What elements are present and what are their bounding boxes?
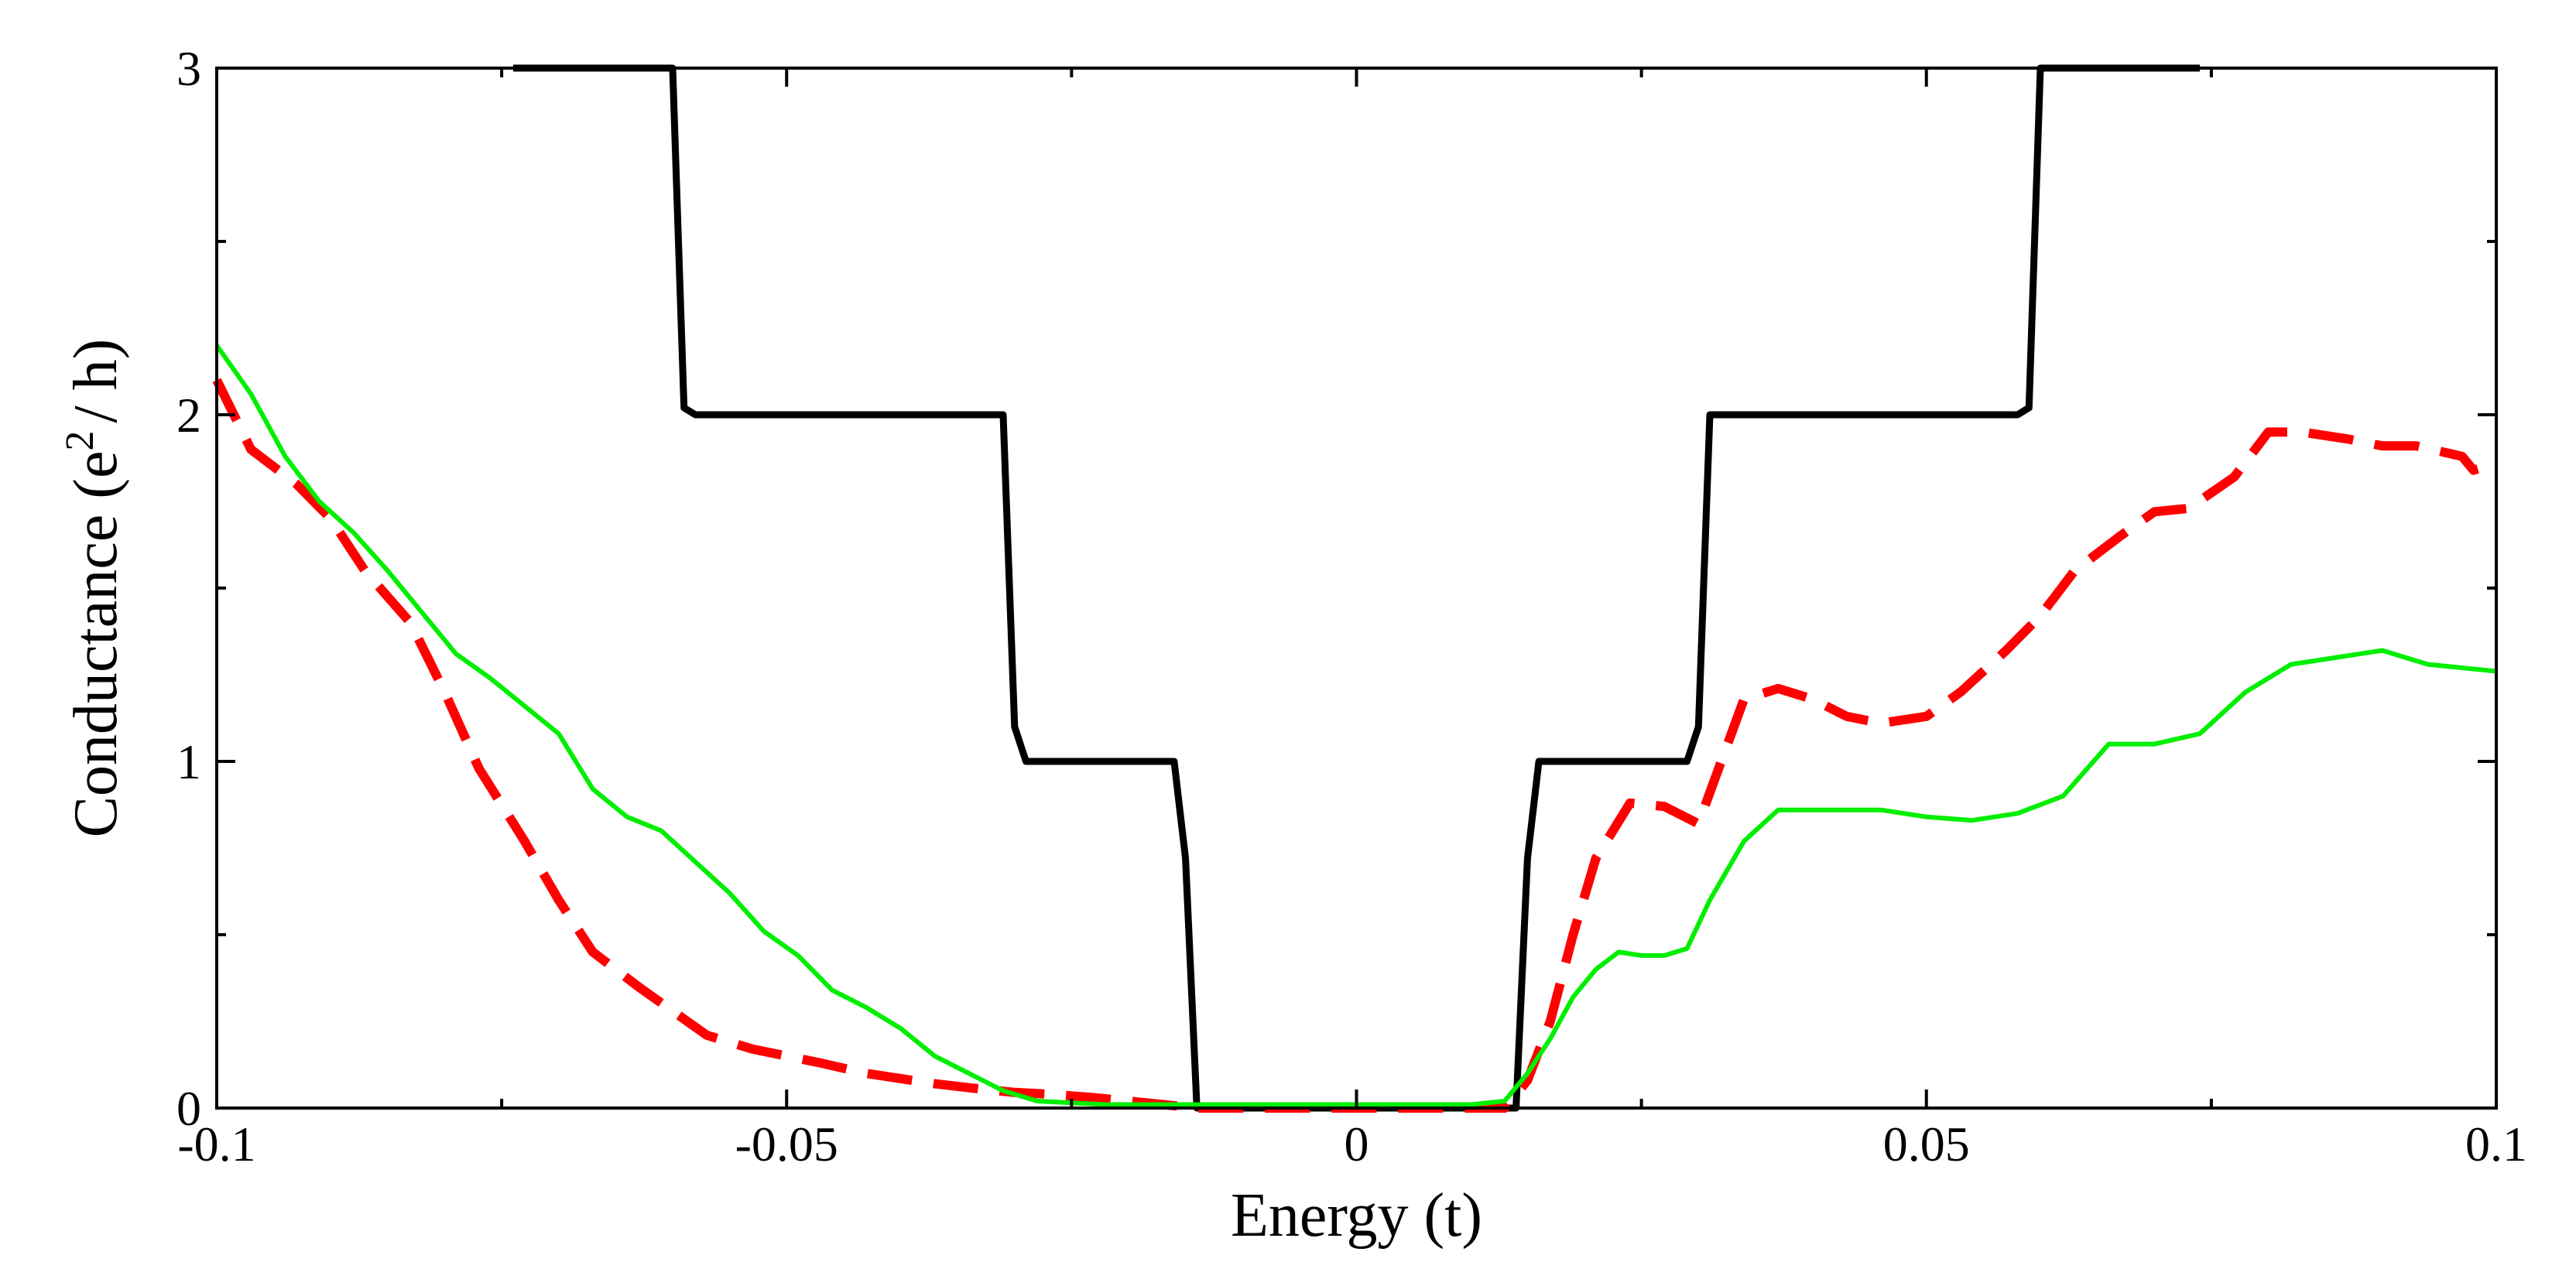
x-tick-label: 0 [1345, 1117, 1369, 1172]
y-tick-label: 3 [176, 41, 201, 96]
x-tick-label: 0.1 [2465, 1117, 2527, 1172]
y-axis-title-prefix: Conductance (e [62, 451, 130, 838]
x-axis-title: Energy (t) [1231, 1182, 1482, 1250]
y-axis-title: Conductance (e2 / h) [58, 339, 130, 838]
label-layer: -0.1 -0.05 0 0.05 0.1 0 1 2 3 [176, 41, 2527, 1172]
y-tick-label: 1 [176, 734, 201, 789]
y-axis-title-suffix: / h) [62, 339, 130, 423]
y-axis-title-superscript: 2 [58, 431, 102, 451]
series-green-solid [214, 344, 2497, 1107]
x-tick-label: -0.05 [735, 1117, 838, 1172]
plot-frame [215, 67, 2498, 1110]
y-tick-label: 2 [176, 388, 201, 443]
x-tick-label: -0.1 [177, 1117, 255, 1172]
y-tick-label: 0 [176, 1081, 201, 1136]
x-tick-label: 0.05 [1883, 1117, 1970, 1172]
